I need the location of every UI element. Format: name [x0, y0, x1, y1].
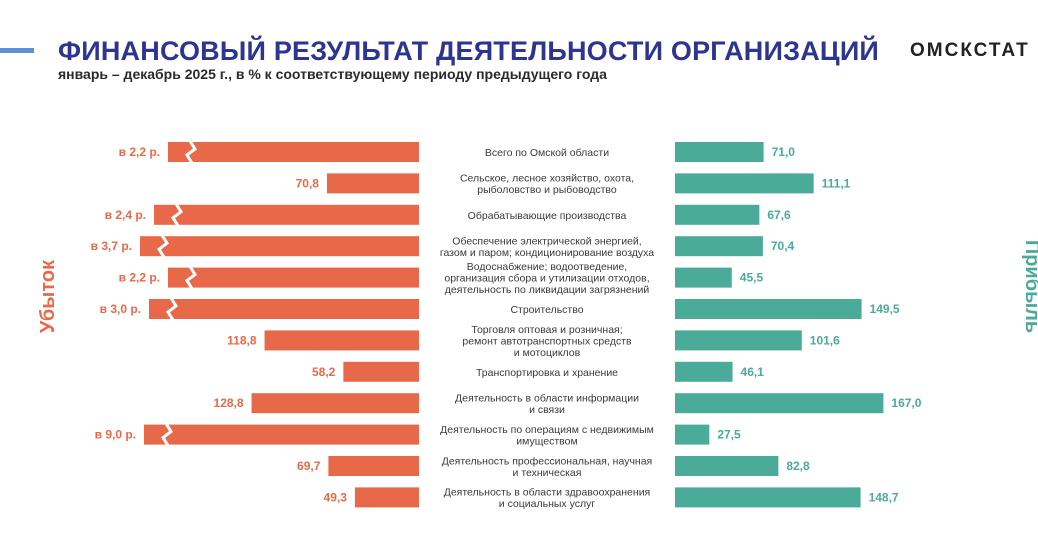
loss-data-label: 58,2 [312, 365, 336, 379]
profit-bar [675, 299, 862, 319]
loss-data-label: 128,8 [214, 396, 244, 410]
loss-bar [168, 142, 419, 162]
loss-data-label: в 2,2 р. [119, 145, 160, 159]
profit-data-label: 71,0 [772, 145, 796, 159]
loss-bar [264, 330, 419, 351]
category-label: Строительство [510, 304, 583, 316]
loss-bar [168, 267, 419, 288]
loss-data-label: 118,8 [227, 333, 257, 347]
profit-data-label: 82,8 [786, 459, 810, 473]
loss-bar [149, 299, 419, 319]
loss-bar [343, 361, 419, 382]
loss-data-label: 69,7 [297, 459, 321, 473]
category-label: Водоснабжение; водоотведение, организация… [444, 261, 649, 296]
accent-line [0, 48, 34, 53]
axis-break-mark [165, 297, 179, 321]
profit-bar [675, 487, 861, 508]
loss-bar [354, 487, 419, 508]
profit-data-label: 101,6 [810, 333, 840, 347]
category-label: Транспортировка и хранение [476, 367, 618, 379]
axis-break-mark [156, 234, 170, 258]
profit-bar [675, 142, 764, 162]
axis-break-mark [184, 140, 198, 164]
category-label: Торговля оптовая и розничная; ремонт авто… [462, 324, 632, 359]
profit-bar [675, 236, 763, 257]
loss-bar [328, 456, 419, 476]
category-label: Всего по Омской области [485, 147, 609, 159]
profit-bar [675, 267, 732, 288]
loss-bar [154, 204, 419, 225]
loss-data-label: 49,3 [324, 490, 348, 504]
loss-data-label: в 2,2 р. [119, 271, 160, 285]
category-label: Деятельность по операциям с недвижимым им… [440, 424, 654, 448]
loss-bar [251, 393, 419, 414]
category-label: Деятельность в области информации и связи [455, 392, 639, 416]
loss-data-label: в 3,7 р. [91, 239, 132, 253]
loss-data-label: в 9,0 р. [95, 428, 136, 442]
loss-data-label: в 3,0 р. [100, 302, 141, 316]
profit-bar [675, 361, 733, 382]
loss-bar [140, 236, 419, 257]
profit-data-label: 111,1 [822, 176, 851, 190]
profit-bar [675, 173, 814, 194]
loss-data-label: 70,8 [296, 176, 320, 190]
brand-logo: ОМСКСТАТ [910, 40, 1030, 61]
page-title: ФИНАНСОВЫЙ РЕЗУЛЬТАТ ДЕЯТЕЛЬНОСТИ ОРГАНИ… [58, 36, 880, 66]
loss-data-label: в 2,4 р. [105, 208, 146, 222]
loss-bar [144, 424, 419, 445]
profit-data-label: 149,5 [870, 302, 900, 316]
profit-data-label: 67,6 [767, 208, 791, 222]
category-label: Деятельность профессиональная, научная и … [442, 455, 653, 479]
profit-bar [675, 330, 802, 351]
axis-break-mark [170, 203, 184, 227]
profit-data-label: 148,7 [869, 490, 899, 504]
loss-bar [326, 173, 419, 194]
profit-data-label: 46,1 [741, 365, 765, 379]
profit-data-label: 70,4 [771, 239, 795, 253]
category-label: Обеспечение электрической энергией, газом… [440, 235, 654, 259]
category-label: Обрабатывающие производства [468, 210, 627, 222]
axis-break-mark [184, 265, 198, 290]
profit-bar [675, 456, 779, 476]
profit-data-label: 45,5 [740, 271, 764, 285]
profit-data-label: 167,0 [891, 396, 921, 410]
category-label: Деятельность в области здравоохранения и … [444, 487, 651, 511]
axis-break-mark [160, 422, 174, 447]
profit-data-label: 27,5 [717, 428, 741, 442]
profit-bar [675, 424, 710, 445]
profit-bar [675, 393, 884, 414]
category-label: Сельское, лесное хозяйство, охота, рыболо… [460, 173, 634, 197]
profit-bar [675, 204, 760, 225]
page-subtitle: январь – декабрь 2025 г., в % к соответс… [58, 66, 607, 82]
